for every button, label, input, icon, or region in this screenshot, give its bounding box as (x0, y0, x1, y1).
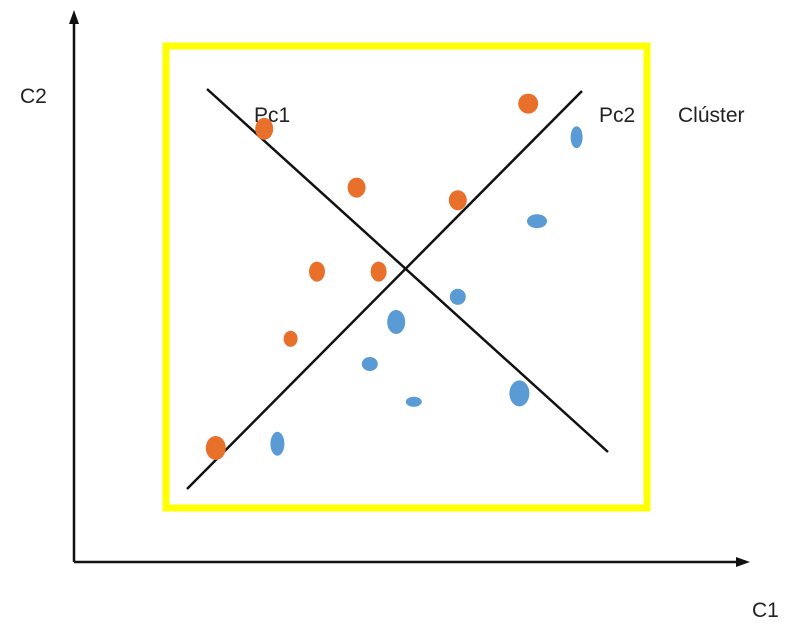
orange-point (255, 117, 274, 140)
blue-point (570, 126, 583, 149)
blue-point (449, 288, 466, 305)
orange-point (347, 177, 366, 198)
blue-point (405, 396, 422, 407)
pc2-label: Pc2 (599, 104, 635, 127)
orange-point (309, 261, 325, 282)
blue-point (527, 214, 547, 229)
x-axis-label: C1 (752, 599, 779, 622)
pc1-label: Pc1 (254, 104, 290, 127)
orange-point (518, 93, 539, 114)
blue-point (509, 380, 530, 407)
cluster-box (162, 42, 651, 512)
group-b-points (270, 126, 583, 456)
orange-point (448, 190, 467, 211)
orange-point (205, 436, 226, 460)
x-axis-arrowhead (736, 557, 750, 567)
orange-point (370, 261, 387, 282)
orange-point (283, 330, 298, 347)
cluster-label: Clúster (678, 104, 745, 127)
blue-point (387, 310, 406, 334)
pc2-line (186, 90, 583, 490)
blue-point (361, 357, 378, 371)
pc1-line (206, 88, 609, 453)
group-a-points (205, 93, 539, 460)
y-axis-arrowhead (69, 10, 79, 24)
blue-point (270, 431, 285, 456)
y-axis-label: C2 (20, 85, 47, 108)
